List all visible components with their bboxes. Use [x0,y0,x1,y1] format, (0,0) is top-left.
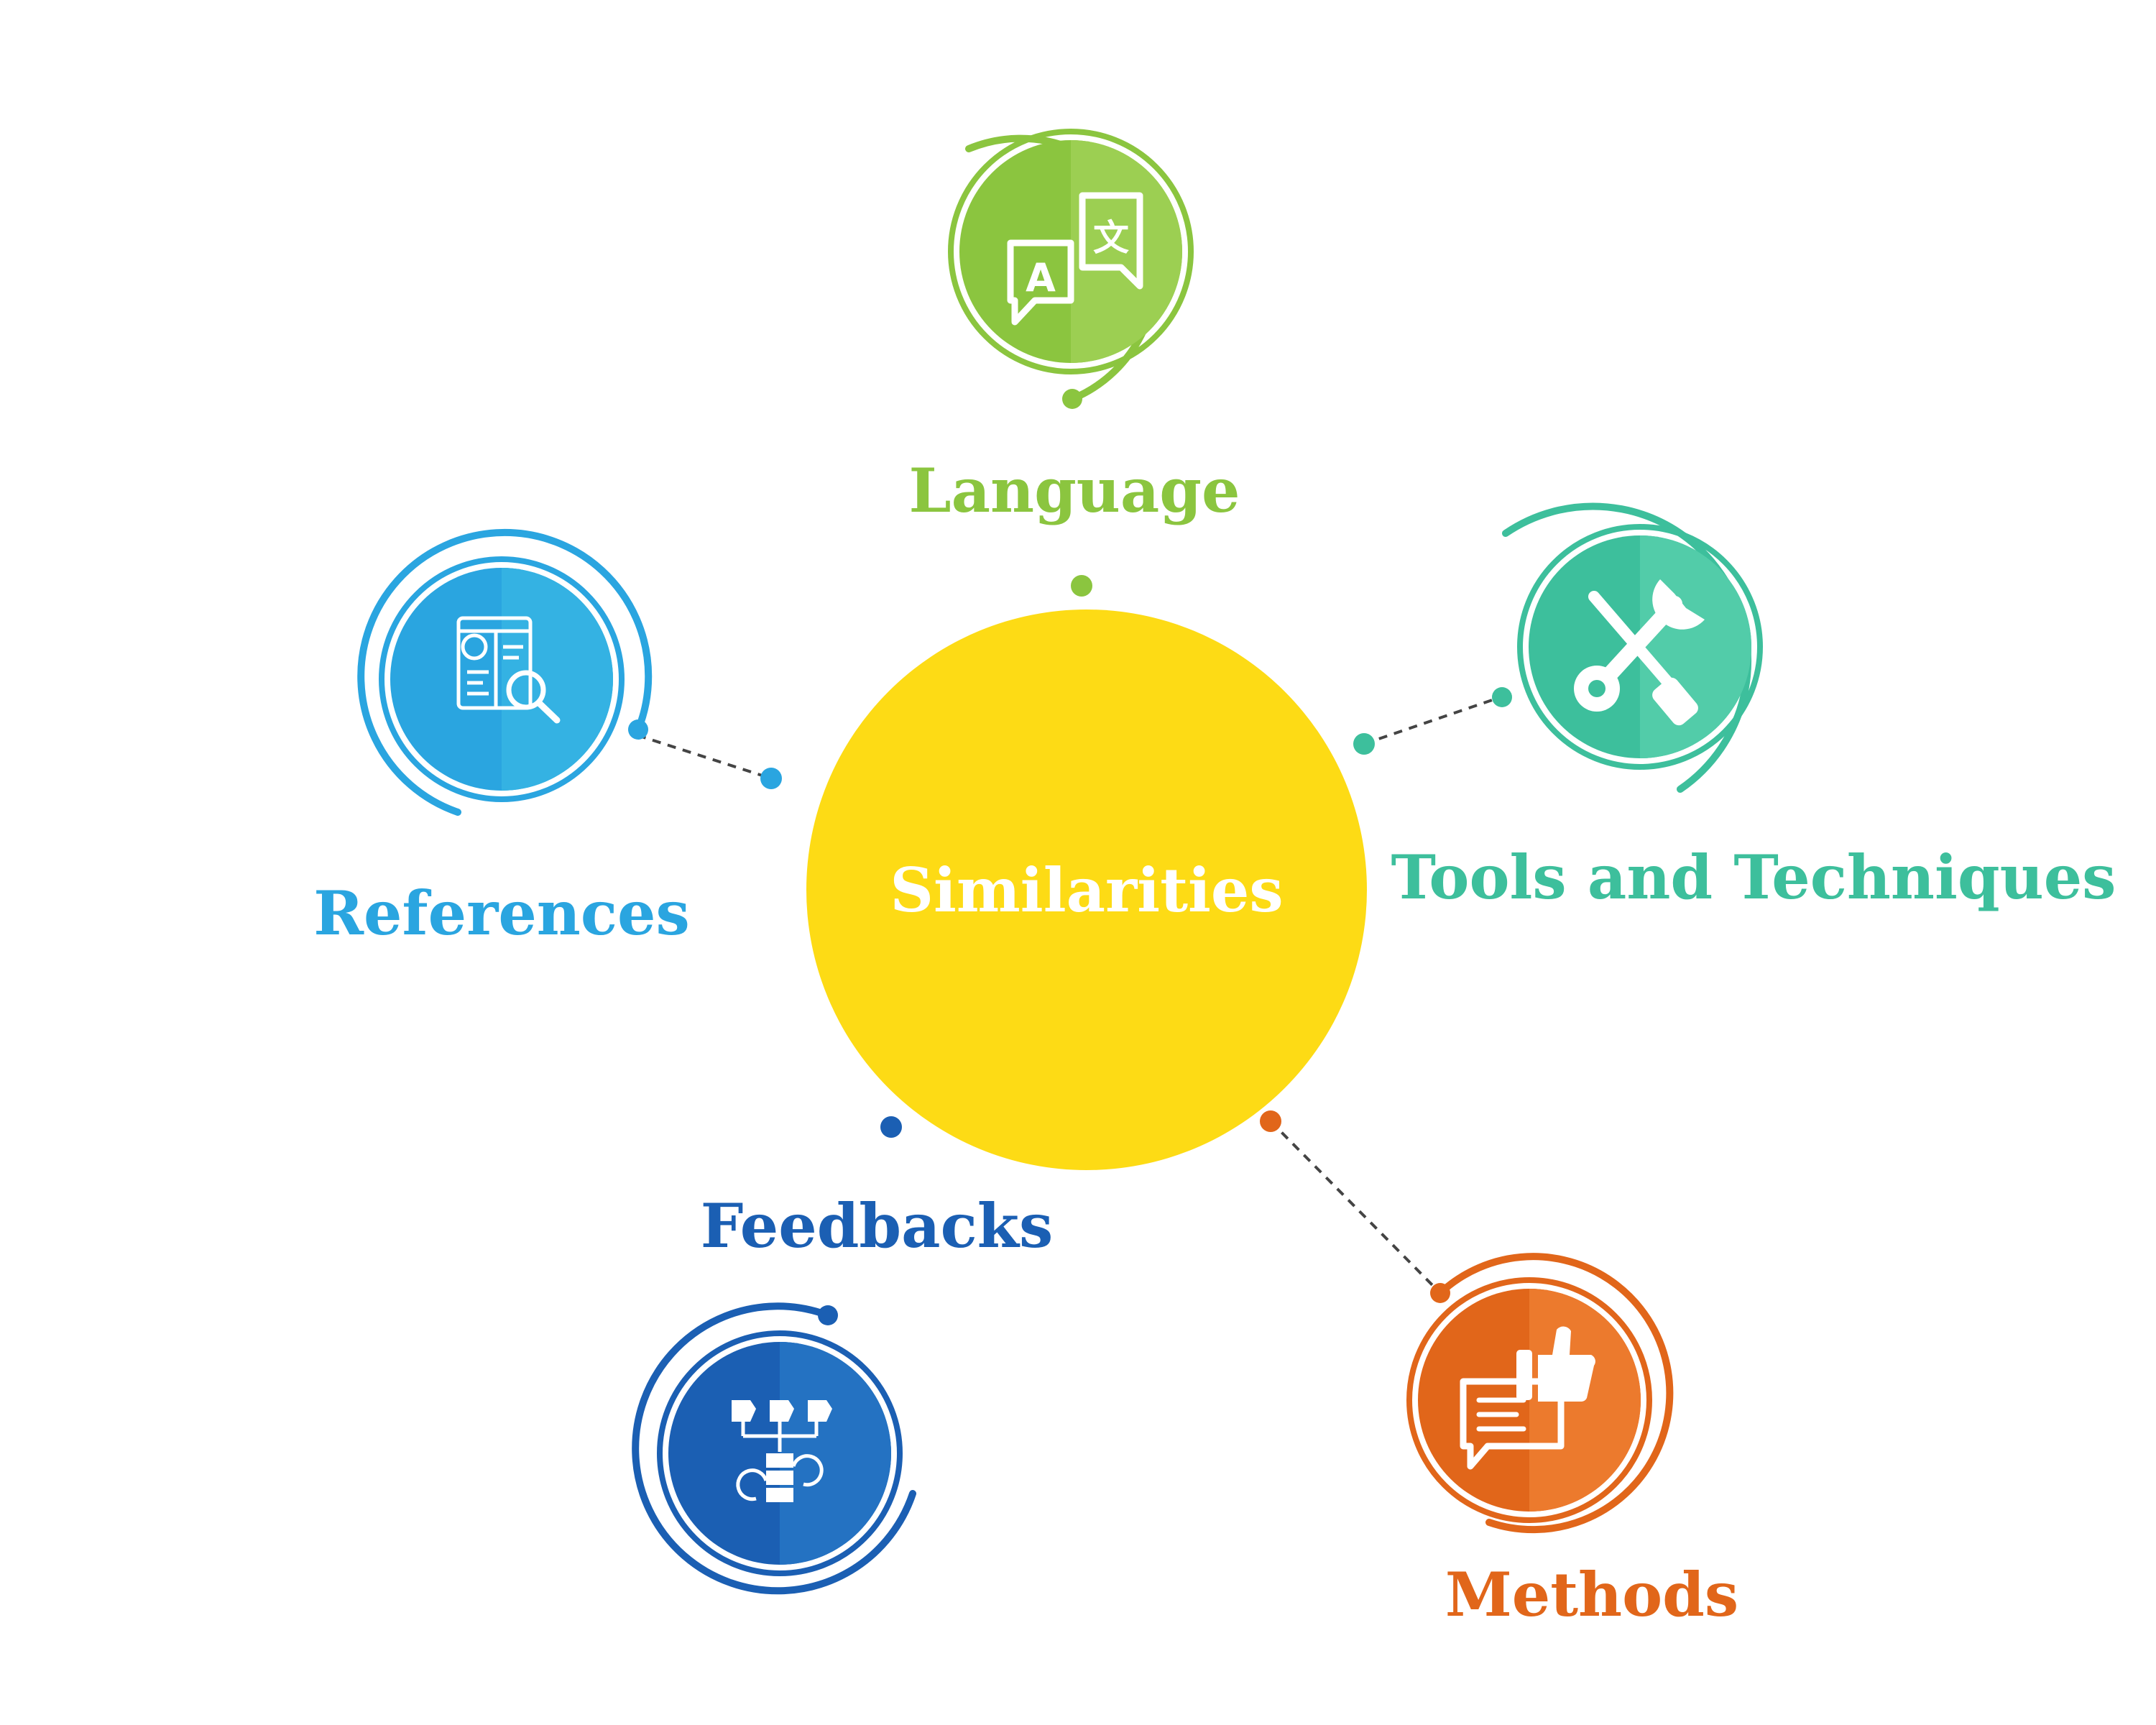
node-language: A 文 Language [909,129,1240,526]
workflow-icon [732,1400,832,1502]
label-references: References [313,878,689,949]
ring-feedbacks [657,1330,903,1576]
node-methods: Methods [1406,1253,1738,1630]
ring-language [948,129,1194,374]
arc-references [357,528,653,816]
ring-tools [1517,524,1763,770]
connector-dot-language [1071,575,1092,597]
ring-methods [1406,1277,1652,1523]
label-feedbacks: Feedbacks [701,1190,1053,1261]
node-tools: Tools and Techniques [1391,502,2116,913]
connector-dot-references [760,768,782,789]
arc-end-dot-tools [1492,687,1512,707]
center-label: Similarities [890,855,1283,926]
wrench-screwdriver-icon [1574,579,1705,726]
translate-icon: A 文 [1007,192,1143,326]
label-methods: Methods [1445,1559,1738,1630]
connector-dot-tools [1353,733,1375,755]
arc-end-dot-methods [1430,1283,1450,1303]
arc-end-dot-feedbacks [818,1305,838,1325]
arc-end-dot-references [628,719,648,740]
svg-text:文: 文 [1093,217,1129,259]
label-tools: Tools and Techniques [1391,842,2116,913]
document-search-icon [456,616,561,724]
svg-text:A: A [1026,255,1056,300]
connector-dot-methods [1260,1110,1281,1132]
node-references: References [313,528,690,949]
chat-thumbs-up-icon [1460,1326,1595,1470]
center-node: Similarities [806,610,1367,1170]
label-language: Language [909,455,1240,526]
connector-tools [1363,696,1501,745]
arc-end-dot-language [1062,389,1082,409]
ring-references [379,556,625,802]
connectors [637,575,1501,1294]
connector-dot-feedbacks [880,1116,902,1138]
node-feedbacks: Feedbacks [632,1190,1053,1595]
connector-references [637,734,772,780]
arc-feedbacks [632,1302,916,1595]
connector-methods [1269,1120,1442,1294]
arc-methods [1437,1253,1674,1534]
center-circle [806,610,1367,1170]
